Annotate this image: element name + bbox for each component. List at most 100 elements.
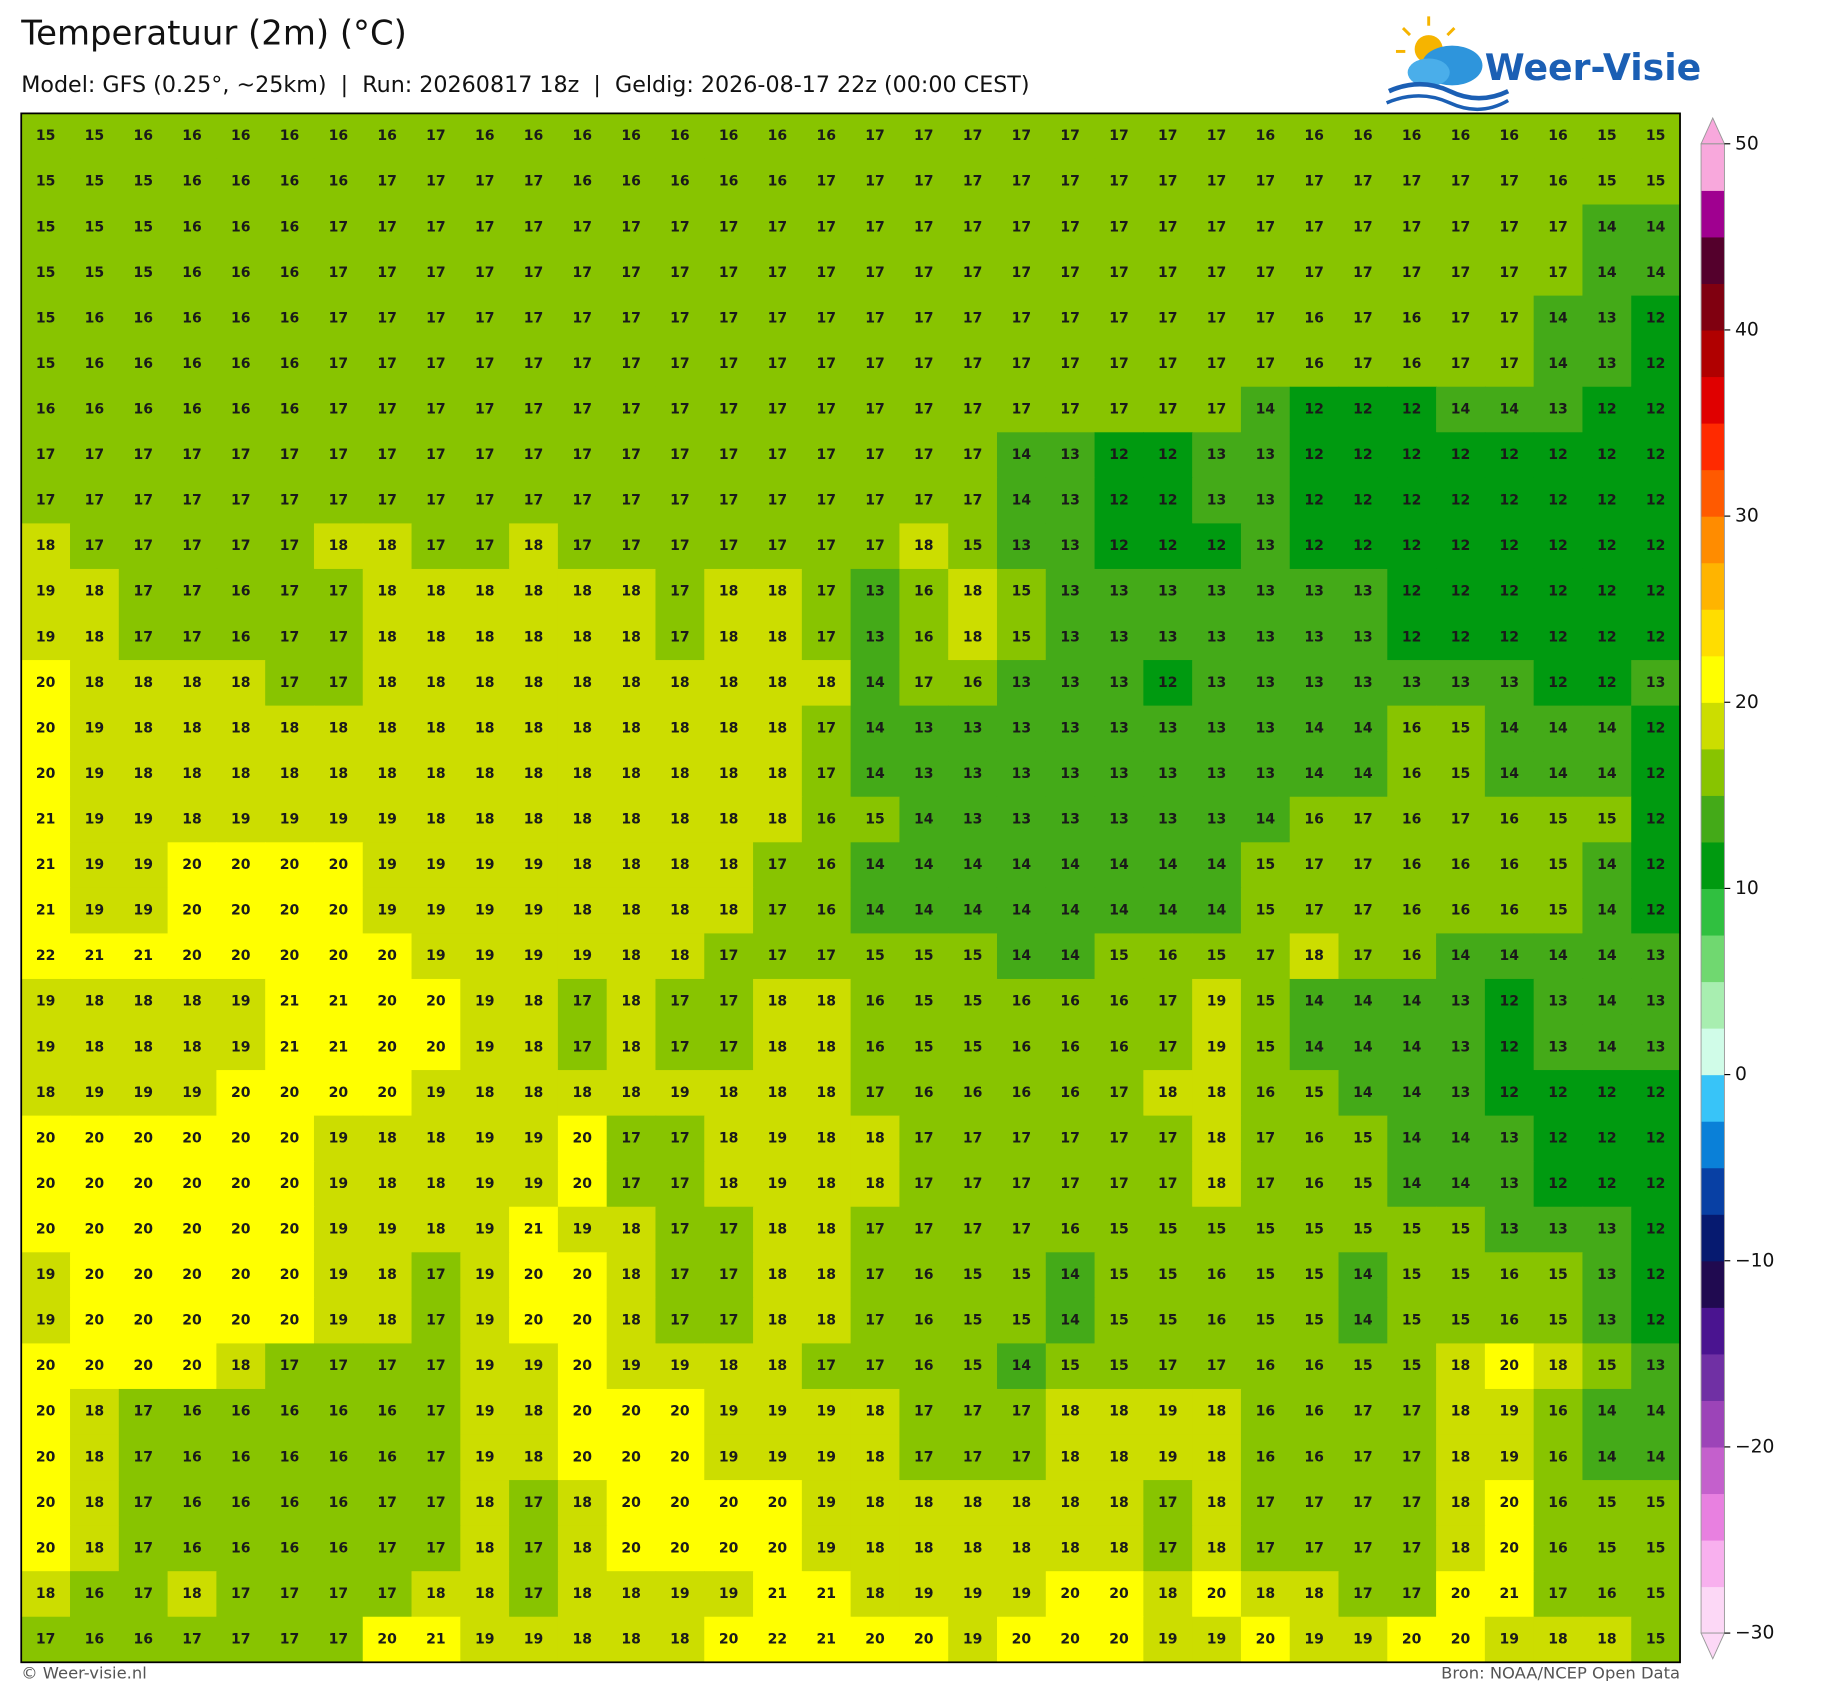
temperature-label: 12 xyxy=(1597,493,1617,509)
temperature-label: 20 xyxy=(133,1130,153,1146)
temperature-label: 20 xyxy=(377,1632,397,1648)
temperature-label: 18 xyxy=(524,1039,544,1055)
temperature-label: 17 xyxy=(719,265,739,281)
temperature-cell xyxy=(509,477,559,525)
temperature-label: 20 xyxy=(524,1267,544,1283)
temperature-label: 18 xyxy=(280,766,300,782)
temperature-cell xyxy=(1631,660,1681,707)
temperature-label: 17 xyxy=(670,1222,690,1238)
temperature-cell xyxy=(70,887,120,935)
temperature-label: 16 xyxy=(231,265,251,281)
temperature-label: 20 xyxy=(133,1222,153,1238)
temperature-cell xyxy=(1045,705,1096,752)
temperature-cell xyxy=(313,158,364,206)
temperature-label: 17 xyxy=(768,948,788,964)
temperature-cell xyxy=(313,614,364,661)
temperature-label: 18 xyxy=(768,812,788,828)
temperature-cell xyxy=(167,204,218,251)
temperature-cell xyxy=(1533,842,1584,889)
temperature-label: 18 xyxy=(816,1039,836,1055)
temperature-cell xyxy=(1533,250,1584,297)
temperature-cell xyxy=(460,158,510,206)
temperature-label: 14 xyxy=(1353,1267,1373,1283)
temperature-cell xyxy=(996,341,1047,388)
temperature-cell xyxy=(1533,204,1584,251)
temperature-cell xyxy=(265,158,315,206)
temperature-cell xyxy=(948,295,998,342)
temperature-label: 18 xyxy=(719,1358,739,1374)
temperature-cell xyxy=(313,751,364,798)
temperature-cell xyxy=(1338,477,1388,525)
temperature-cell xyxy=(753,1388,803,1436)
temperature-label: 18 xyxy=(524,675,544,691)
temperature-cell xyxy=(216,887,266,935)
temperature-label: 19 xyxy=(475,1404,495,1420)
temperature-label: 17 xyxy=(816,538,836,554)
temperature-cell xyxy=(1143,113,1193,160)
temperature-label: 17 xyxy=(719,402,739,418)
temperature-cell xyxy=(411,1024,462,1071)
temperature-cell xyxy=(362,705,413,752)
temperature-label: 18 xyxy=(621,1267,641,1283)
temperature-label: 17 xyxy=(1353,857,1373,873)
temperature-cell xyxy=(801,477,852,525)
temperature-cell xyxy=(313,1161,364,1208)
temperature-cell xyxy=(1045,568,1096,616)
temperature-cell xyxy=(216,842,266,889)
temperature-cell xyxy=(899,1206,949,1253)
temperature-cell xyxy=(21,523,71,570)
temperature-label: 17 xyxy=(1158,265,1178,281)
logo-text: Weer-Visie xyxy=(1485,46,1701,89)
temperature-cell xyxy=(1143,250,1193,297)
temperature-label: 16 xyxy=(133,1632,153,1648)
temperature-label: 15 xyxy=(133,174,153,190)
temperature-label: 16 xyxy=(85,1586,105,1602)
temperature-label: 18 xyxy=(182,1039,202,1055)
temperature-cell xyxy=(1582,113,1632,160)
temperature-cell xyxy=(362,660,413,707)
temperature-label: 19 xyxy=(36,1267,56,1283)
temperature-label: 18 xyxy=(573,903,593,919)
temperature-cell xyxy=(1631,1115,1681,1162)
temperature-label: 16 xyxy=(231,1449,251,1465)
temperature-label: 13 xyxy=(914,766,934,782)
temperature-label: 18 xyxy=(329,538,349,554)
temperature-cell xyxy=(753,386,803,433)
temperature-cell xyxy=(362,1115,413,1162)
temperature-cell xyxy=(1436,1115,1486,1162)
temperature-cell xyxy=(411,1115,462,1162)
temperature-cell xyxy=(1045,432,1096,479)
temperature-label: 17 xyxy=(670,493,690,509)
temperature-label: 20 xyxy=(1012,1632,1032,1648)
temperature-cell xyxy=(1240,978,1291,1026)
temperature-cell xyxy=(1045,158,1096,206)
temperature-cell xyxy=(1143,751,1193,798)
temperature-label: 15 xyxy=(1109,1358,1129,1374)
temperature-cell xyxy=(1094,1161,1145,1208)
temperature-label: 20 xyxy=(914,1632,934,1648)
temperature-cell xyxy=(655,250,705,297)
temperature-cell xyxy=(411,341,462,388)
temperature-label: 20 xyxy=(670,1540,690,1556)
temperature-cell xyxy=(1143,978,1193,1026)
temperature-label: 13 xyxy=(1646,1039,1666,1055)
temperature-cell xyxy=(801,1206,852,1253)
logo-icon xyxy=(1385,16,1510,112)
temperature-label: 18 xyxy=(1060,1540,1080,1556)
temperature-cell xyxy=(1143,614,1193,661)
temperature-cell xyxy=(753,568,803,616)
temperature-label: 16 xyxy=(573,128,593,144)
temperature-cell xyxy=(1143,523,1193,570)
temperature-label: 17 xyxy=(377,356,397,372)
temperature-cell xyxy=(1631,978,1681,1026)
temperature-cell xyxy=(1533,568,1584,616)
temperature-label: 13 xyxy=(1304,675,1324,691)
temperature-cell xyxy=(265,933,315,980)
temperature-label: 20 xyxy=(670,1495,690,1511)
temperature-label: 19 xyxy=(426,857,446,873)
temperature-cell xyxy=(899,1388,949,1436)
temperature-label: 16 xyxy=(231,310,251,326)
temperature-label: 18 xyxy=(719,857,739,873)
temperature-label: 18 xyxy=(524,1404,544,1420)
temperature-label: 14 xyxy=(1207,903,1227,919)
